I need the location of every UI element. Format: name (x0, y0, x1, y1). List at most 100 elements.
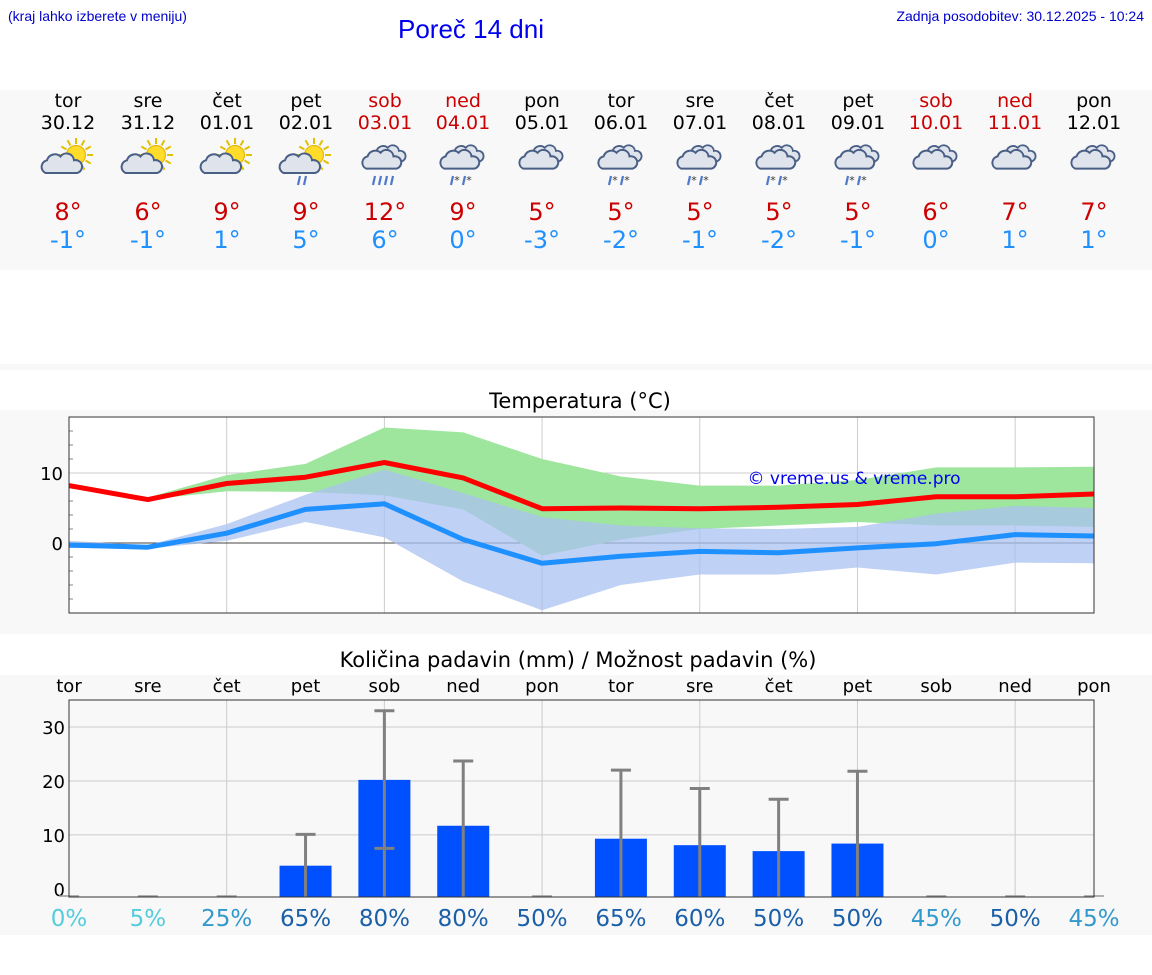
weather-icon-graphic (518, 144, 564, 170)
sun-cloud-icon (38, 138, 98, 188)
region-hint: (kraj lahko izberete v meniju) (8, 8, 187, 24)
day-name: čet (212, 90, 242, 112)
min-temperature: -1° (130, 226, 166, 254)
x-category-label: pet (843, 676, 873, 697)
snowflake: * (703, 174, 709, 187)
day-name: ned (445, 90, 481, 112)
sun-ray (66, 139, 72, 146)
x-category-label: pon (1077, 676, 1111, 697)
day-date: 03.01 (357, 112, 413, 134)
day-date: 08.01 (751, 112, 807, 134)
min-temperature: 1° (1080, 226, 1108, 254)
snowflake: * (861, 174, 867, 187)
precipitation-probability: 65% (595, 906, 646, 932)
weather-icon-graphic (199, 138, 252, 174)
max-temperature: 9° (213, 198, 241, 226)
day-name: sob (919, 90, 953, 112)
copyright-watermark: © vreme.us & vreme.pro (747, 469, 960, 489)
sun-ray (60, 145, 67, 151)
sun-ray (244, 145, 251, 151)
day-name: sre (133, 90, 163, 112)
cloud-icon (512, 138, 572, 188)
snowflake: * (782, 174, 788, 187)
snowflake: * (466, 174, 472, 187)
cloud-sleet-icon: * * (433, 138, 493, 188)
precipitation-probability: 45% (911, 906, 962, 932)
sun-ray (298, 145, 305, 151)
x-category-label: sob (368, 676, 400, 697)
max-temperature: 6° (134, 198, 162, 226)
sun-ray (165, 159, 172, 165)
plot-frame (68, 416, 1095, 614)
sun-ray (323, 145, 330, 151)
y-tick-label: 10 (40, 464, 63, 485)
chart-title: Temperatura (°C) (488, 389, 671, 413)
day-name: pon (524, 90, 560, 112)
rain-drop (302, 175, 308, 186)
max-temperature: 9° (292, 198, 320, 226)
day-date: 09.01 (830, 112, 886, 134)
cloud-shape (199, 152, 243, 174)
precipitation-probability: 50% (990, 906, 1041, 932)
last-updated: Zadnja posodobitev: 30.12.2025 - 10:24 (896, 8, 1144, 24)
rain-drop (619, 175, 625, 186)
cloud-shape (676, 148, 718, 170)
sun-ray (160, 139, 166, 146)
x-category-label: čet (765, 676, 793, 697)
chart-background (0, 675, 1152, 935)
weather-icon-graphic: * * (834, 144, 880, 187)
min-temperature: 1° (1001, 226, 1029, 254)
precipitation-probability: 80% (438, 906, 489, 932)
cloud-icon (985, 138, 1045, 188)
sun-ray (140, 145, 147, 151)
plot-frame (68, 699, 1095, 898)
x-category-label: sre (134, 676, 161, 697)
rain-drop (698, 175, 704, 186)
chart-title: Količina padavin (mm) / Možnost padavin … (340, 648, 817, 672)
x-category-label: sre (686, 676, 713, 697)
precipitation-probability: 25% (201, 906, 252, 932)
x-category-label: tor (608, 676, 634, 697)
weather-icon-graphic (991, 144, 1037, 170)
rain-drop (371, 175, 377, 186)
y-tick-label: 0 (52, 534, 63, 555)
min-temperature: 1° (213, 226, 241, 254)
max-temperature: 5° (528, 198, 556, 226)
max-temperature: 9° (449, 198, 477, 226)
weather-icon-graphic: * * (597, 144, 643, 187)
max-temperature: 5° (765, 198, 793, 226)
min-temperature-line (68, 501, 1095, 566)
y-tick-label: 0 (54, 880, 65, 901)
cloud-shape (361, 148, 403, 170)
snowflake: * (849, 174, 855, 187)
rain-drop (844, 175, 850, 186)
snowflake: * (454, 174, 460, 187)
sun-ray (85, 159, 92, 165)
max-temperature: 5° (607, 198, 635, 226)
max-temperature: 8° (54, 198, 82, 226)
temperature-chart: 0 10 Temperatura (°C) © vreme.us & vreme.pr… (0, 389, 1152, 634)
sun-ray (146, 139, 152, 146)
sun-ray (304, 139, 310, 146)
cloud-shape (991, 148, 1033, 170)
day-date: 30.12 (40, 112, 96, 134)
separator (0, 364, 1152, 370)
rain-drop (856, 175, 862, 186)
precipitation-probability: 80% (359, 906, 410, 932)
max-range-band (69, 427, 1094, 556)
min-temperature: 6° (371, 226, 399, 254)
sun-ray (219, 145, 226, 151)
cloud-shape (1070, 148, 1112, 170)
daily-forecast: tor 30.12 8° -1° sre 31.12 6° -1° čet 01.01 9° 1° pe… (0, 90, 1152, 270)
cloud-shape (597, 148, 639, 170)
day-name: tor (607, 90, 635, 112)
cloud-shape (518, 148, 560, 170)
cloud-shape (278, 152, 322, 174)
snowflake: * (624, 174, 630, 187)
day-name: pet (290, 90, 322, 112)
cloud-icon (1064, 138, 1124, 188)
day-name: sob (368, 90, 402, 112)
rain-drop (461, 175, 467, 186)
max-temperature: 5° (844, 198, 872, 226)
cloud-icon (906, 138, 966, 188)
